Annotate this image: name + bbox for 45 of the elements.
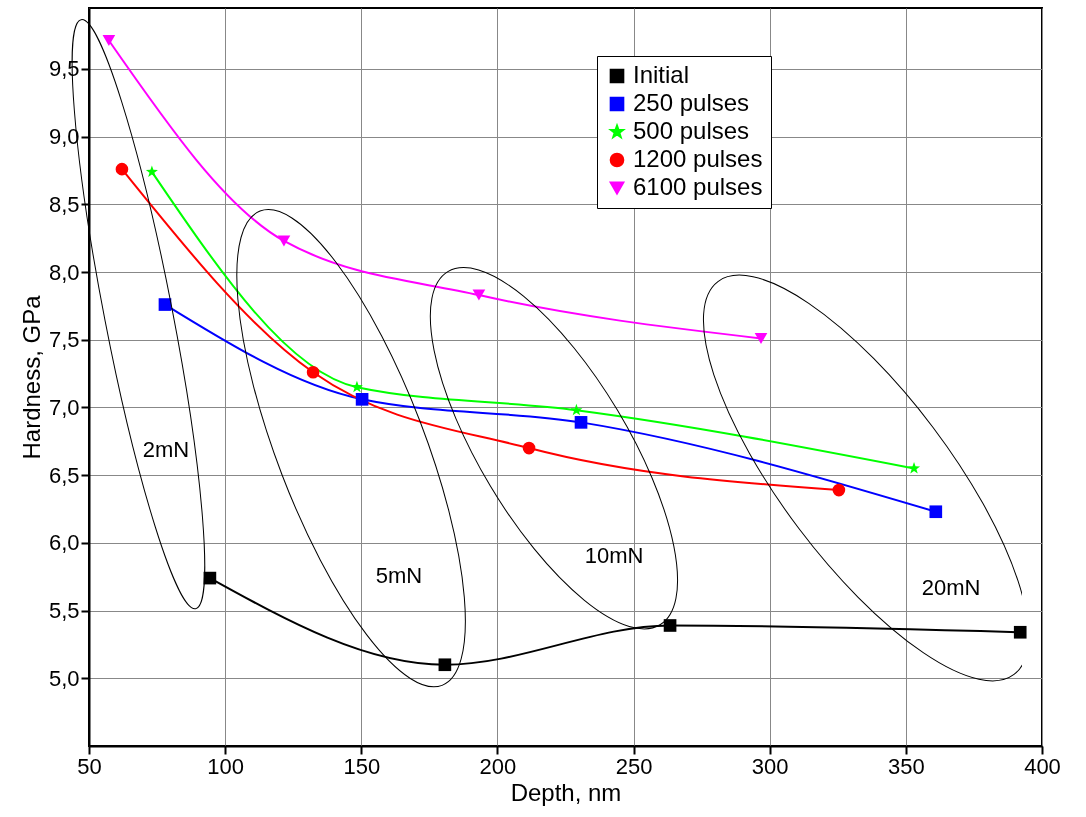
point bbox=[102, 35, 116, 46]
x-tick-label: 50 bbox=[77, 753, 102, 779]
y-tick-label: 8,0 bbox=[48, 259, 80, 285]
x-tick-label: 100 bbox=[207, 753, 244, 779]
legend-label: Initial bbox=[633, 61, 690, 88]
annotation: 5mN bbox=[375, 563, 423, 588]
point bbox=[145, 165, 158, 177]
x-tick-label: 300 bbox=[751, 753, 789, 779]
legend-label: 6100 pulses bbox=[633, 173, 763, 200]
point bbox=[929, 505, 943, 519]
x-tick-label: 400 bbox=[1024, 753, 1061, 779]
x-tick-label: 200 bbox=[479, 753, 517, 779]
point bbox=[306, 365, 320, 379]
annotation: 20mN bbox=[921, 575, 981, 600]
y-tick-label: 5,5 bbox=[48, 598, 80, 624]
annotation: 10mN bbox=[584, 543, 644, 568]
point bbox=[1013, 625, 1027, 639]
y-tick-label: 7,5 bbox=[48, 327, 80, 353]
y-tick-label: 6,5 bbox=[48, 462, 80, 488]
y-tick-label: 8,5 bbox=[48, 191, 80, 217]
point bbox=[832, 483, 846, 497]
y-tick-label: 6,0 bbox=[48, 530, 80, 556]
x-tick-label: 250 bbox=[615, 753, 653, 779]
point bbox=[754, 332, 768, 344]
legend-label: 250 pulses bbox=[633, 89, 750, 116]
legend-label: 1200 pulses bbox=[633, 145, 763, 172]
x-axis-title: Depth, nm bbox=[510, 778, 622, 806]
x-tick-label: 150 bbox=[343, 753, 381, 779]
point bbox=[115, 162, 129, 176]
y-axis-title: Hardness, GPa bbox=[17, 294, 45, 460]
point bbox=[908, 462, 921, 474]
annotation: 2mN bbox=[142, 437, 190, 462]
point bbox=[438, 658, 452, 672]
point bbox=[472, 289, 486, 301]
point bbox=[570, 403, 583, 416]
point bbox=[574, 416, 588, 429]
point bbox=[277, 235, 291, 247]
x-tick-label: 350 bbox=[888, 753, 925, 779]
legend-label: 500 pulses bbox=[633, 117, 750, 144]
point bbox=[158, 298, 172, 311]
point bbox=[355, 393, 369, 406]
y-tick-label: 7,0 bbox=[48, 394, 80, 420]
point bbox=[522, 441, 536, 455]
point bbox=[663, 619, 677, 632]
y-tick-label: 5,0 bbox=[48, 665, 80, 691]
